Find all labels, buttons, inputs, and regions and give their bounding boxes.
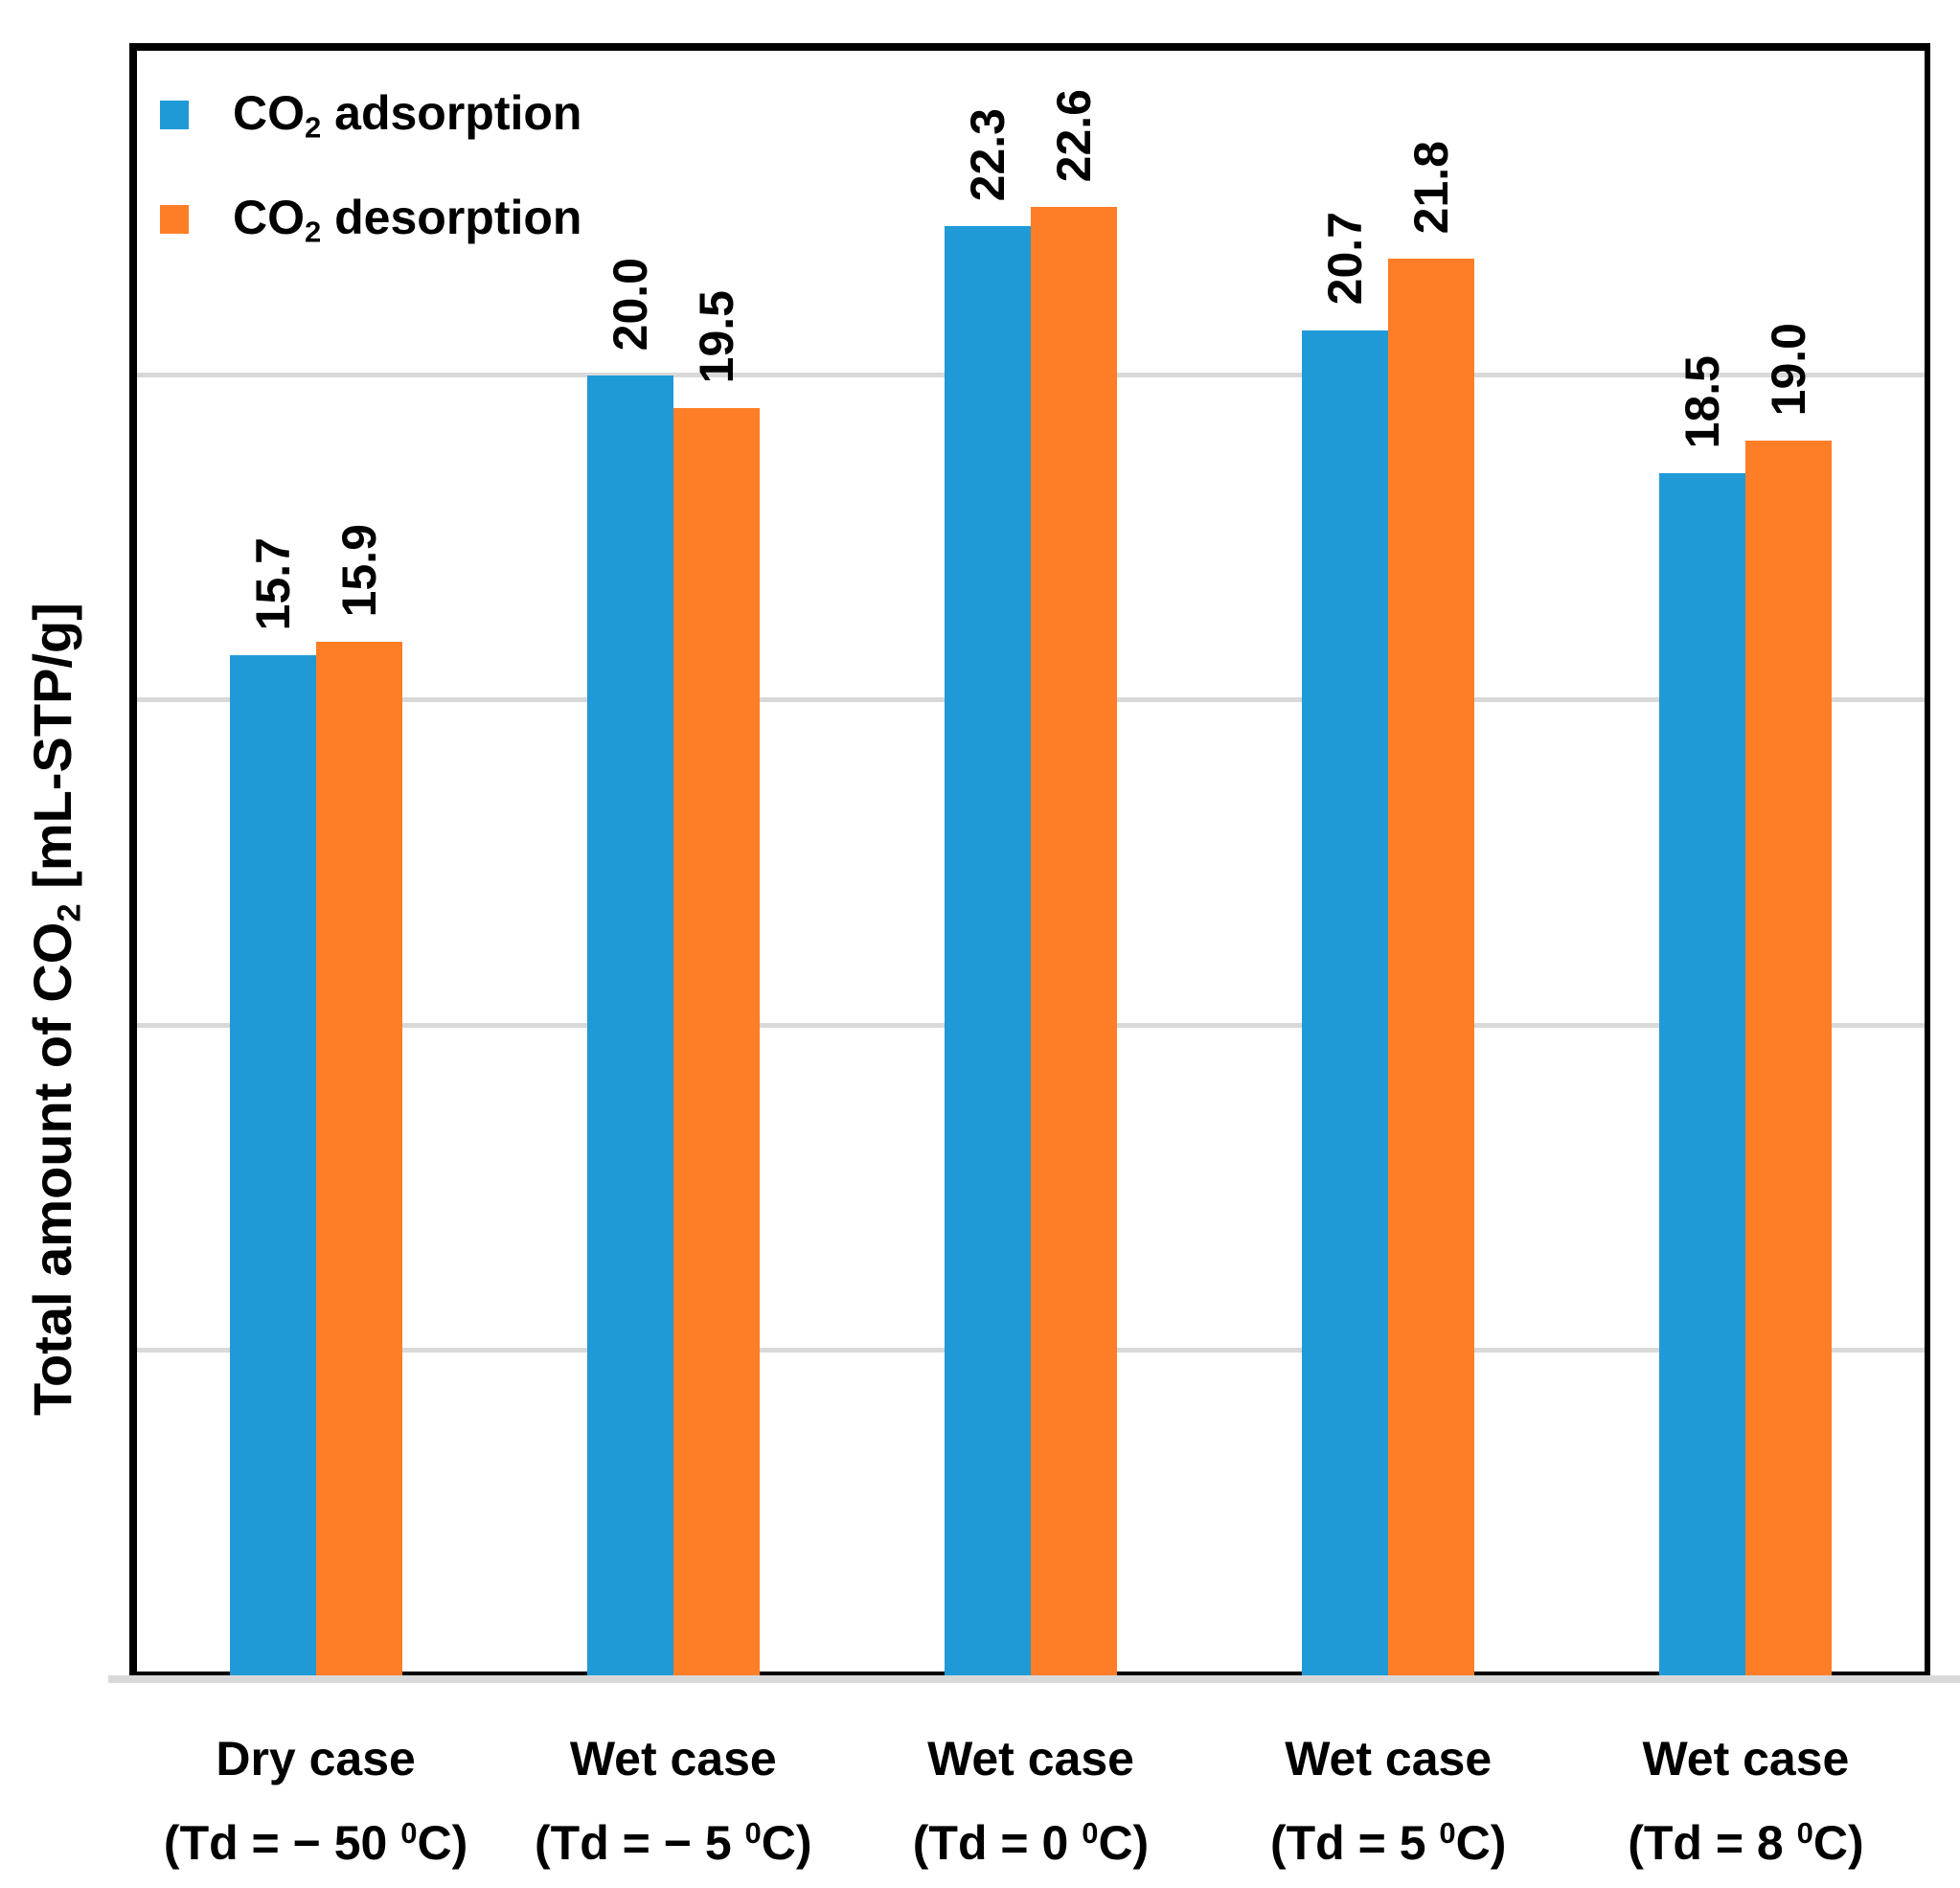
bar-group: 20.7 21.8 [1210,51,1567,1675]
category-label-superscript: 0 [400,1816,418,1850]
bar-wrap-adsorption: 15.7 [229,537,316,1675]
legend-item-desorption: CO2 desorption [160,190,581,250]
bar-value-label: 19.0 [1762,322,1816,417]
category-label-line2: (Td = − 50 0C) [137,1796,494,1880]
bar-wrap-adsorption: 20.7 [1302,212,1389,1675]
bars-layer: 15.7 15.9 20.0 19.5 22.3 22.6 20.7 21.8 18.5 19.0 [137,51,1925,1675]
category-label-line1: Wet case [927,1732,1134,1786]
bar-value-label: 22.6 [1047,88,1101,182]
category-label-line2-pre: (Td = 0 [912,1816,1083,1871]
category-label: Dry case (Td = − 50 0C) [137,1722,494,1880]
legend-swatch-desorption [160,205,189,234]
category-label-line2-pre: (Td = 8 [1628,1816,1797,1871]
legend-label-desorption: CO2 desorption [233,190,582,249]
plot-area: 15.7 15.9 20.0 19.5 22.3 22.6 20.7 21.8 18.5 19.0… [129,43,1930,1675]
bar-wrap-adsorption: 22.3 [945,108,1031,1675]
category-label-line2: (Td = 8 0C) [1567,1796,1925,1880]
category-label-line2-post: C) [1812,1816,1864,1871]
bar-desorption [1031,206,1117,1675]
category-label-line2: (Td = − 5 0C) [494,1796,852,1880]
category-label: Wet case (Td = − 5 0C) [494,1722,852,1880]
category-label-line2-pre: (Td = − 50 [163,1816,401,1871]
category-label-line1: Wet case [569,1732,777,1786]
y-axis-title: Total amount of CO2 [mL-STP/g] [21,603,89,1416]
legend-swatch-adsorption [160,101,189,130]
category-label: Wet case (Td = 0 0C) [852,1722,1209,1880]
category-label-line2-post: C) [1098,1816,1150,1871]
bar-group: 22.3 22.6 [852,51,1209,1675]
bar-value-label: 19.5 [689,289,743,384]
y-axis-title-units: [mL-STP/g] [22,603,82,904]
bar-wrap-desorption: 19.5 [672,290,760,1675]
category-label-line2-post: C) [1455,1816,1507,1871]
bar-wrap-adsorption: 18.5 [1659,355,1746,1675]
bar-value-label: 22.3 [961,107,1014,202]
bar-group: 18.5 19.0 [1567,51,1925,1675]
bar-adsorption [586,375,673,1675]
category-label-line1: Wet case [1642,1732,1850,1786]
category-label-line1: Dry case [216,1732,416,1786]
bar-group: 15.7 15.9 [137,51,494,1675]
legend: CO2 adsorption CO2 desorption [160,85,581,293]
bar-value-label: 20.7 [1318,212,1373,306]
bar-wrap-desorption: 22.6 [1031,89,1117,1675]
category-label-line2-post: C) [761,1816,812,1871]
bar-desorption [1745,441,1833,1675]
legend-label-adsorption: CO2 adsorption [233,86,582,145]
y-axis-title-text: Total amount of CO [22,921,82,1416]
category-label-line2: (Td = 0 0C) [852,1796,1209,1880]
bar-adsorption [945,226,1031,1675]
bar-desorption [315,642,402,1675]
bar-value-label: 18.5 [1675,354,1730,448]
category-label-superscript: 0 [1082,1816,1099,1850]
category-label: Wet case (Td = 8 0C) [1567,1722,1925,1880]
bar-group: 20.0 19.5 [494,51,852,1675]
bar-desorption [672,408,760,1675]
bar-adsorption [229,654,316,1675]
category-label-line2-pre: (Td = 5 [1269,1816,1440,1871]
category-label: Wet case (Td = 5 0C) [1210,1722,1567,1880]
bar-wrap-desorption: 15.9 [315,524,402,1675]
category-label-superscript: 0 [1439,1816,1456,1850]
bar-wrap-desorption: 21.8 [1388,141,1475,1675]
category-label-line2-post: C) [417,1816,468,1871]
category-label-superscript: 0 [1796,1816,1813,1850]
category-label-line2-pre: (Td = − 5 [535,1816,745,1871]
bar-desorption [1388,259,1475,1675]
bar-adsorption [1302,330,1389,1675]
bar-wrap-desorption: 19.0 [1745,323,1833,1675]
bar-value-label: 20.0 [603,257,657,352]
category-label-line1: Wet case [1285,1732,1493,1786]
baseline-band [108,1675,1960,1683]
bar-value-label: 21.8 [1404,140,1459,235]
x-axis-labels: Dry case (Td = − 50 0C) Wet case (Td = − 5 … [137,1722,1925,1880]
legend-item-adsorption: CO2 adsorption [160,85,581,146]
bar-wrap-adsorption: 20.0 [586,258,673,1675]
bar-adsorption [1659,472,1746,1675]
y-axis-title-subscript: 2 [51,903,88,922]
bar-value-label: 15.7 [245,536,300,630]
category-label-superscript: 0 [744,1816,762,1850]
category-label-line2: (Td = 5 0C) [1210,1796,1567,1880]
bar-value-label: 15.9 [331,524,386,618]
